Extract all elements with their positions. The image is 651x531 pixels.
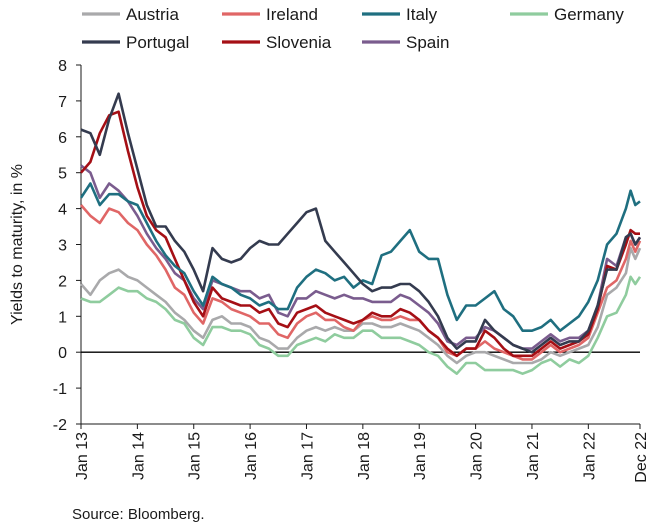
x-tick-label: Jan 15: [187, 432, 204, 480]
series-line-slovenia: [80, 110, 640, 358]
legend-label-slovenia: Slovenia: [266, 33, 332, 52]
legend-label-portugal: Portugal: [126, 33, 189, 52]
series-line-ireland: [80, 204, 642, 361]
series-line-portugal: [80, 92, 642, 354]
y-tick-label: 1: [58, 309, 67, 326]
x-tick-label: Jan 20: [469, 432, 486, 480]
x-tick-label: Jan 18: [356, 432, 373, 480]
x-tick-label: Jan 21: [525, 432, 542, 480]
y-tick-label: 6: [58, 130, 67, 147]
y-tick-label: 5: [58, 166, 67, 183]
x-tick-label: Jan 19: [412, 432, 429, 480]
series-line-austria: [80, 246, 642, 365]
legend-label-italy: Italy: [406, 5, 438, 24]
y-tick-label: -1: [53, 381, 67, 398]
y-tick-label: 8: [58, 58, 67, 75]
x-tick-label: Dec 22: [633, 432, 650, 483]
y-tick-label: 3: [58, 238, 67, 255]
y-tick-label: 2: [58, 273, 67, 290]
x-tick-label: Jan 16: [243, 432, 260, 480]
y-tick-label: 4: [58, 202, 67, 219]
x-tick-label: Jan 13: [74, 432, 91, 480]
plot-lines: [79, 92, 642, 375]
series-line-italy: [79, 182, 641, 332]
x-tick-label: Jan 22: [581, 432, 598, 480]
legend-label-austria: Austria: [126, 5, 179, 24]
x-axis: Jan 13 Jan 14 Jan 15 Jan 16 Jan 17 Jan 18 Jan …: [74, 423, 650, 483]
legend-label-spain: Spain: [406, 33, 449, 52]
x-tick-label: Jan 17: [299, 432, 316, 480]
y-axis-label: Yields to maturity, in %: [9, 164, 26, 325]
series-line-germany: [80, 275, 642, 375]
legend-label-ireland: Ireland: [266, 5, 318, 24]
legend-label-germany: Germany: [554, 5, 624, 24]
source-note: Source: Bloomberg.: [72, 506, 205, 523]
y-axis: -2 -1 0 1 2 3 4 5 6 7 8: [53, 58, 640, 434]
legend: Austria Ireland Italy Germany Portugal Sloven…: [82, 5, 624, 52]
y-tick-label: -2: [53, 417, 67, 434]
x-tick-label: Jan 14: [130, 432, 147, 480]
y-tick-label: 0: [58, 345, 67, 362]
series-line-spain: [80, 164, 642, 350]
y-tick-label: 7: [58, 94, 67, 111]
